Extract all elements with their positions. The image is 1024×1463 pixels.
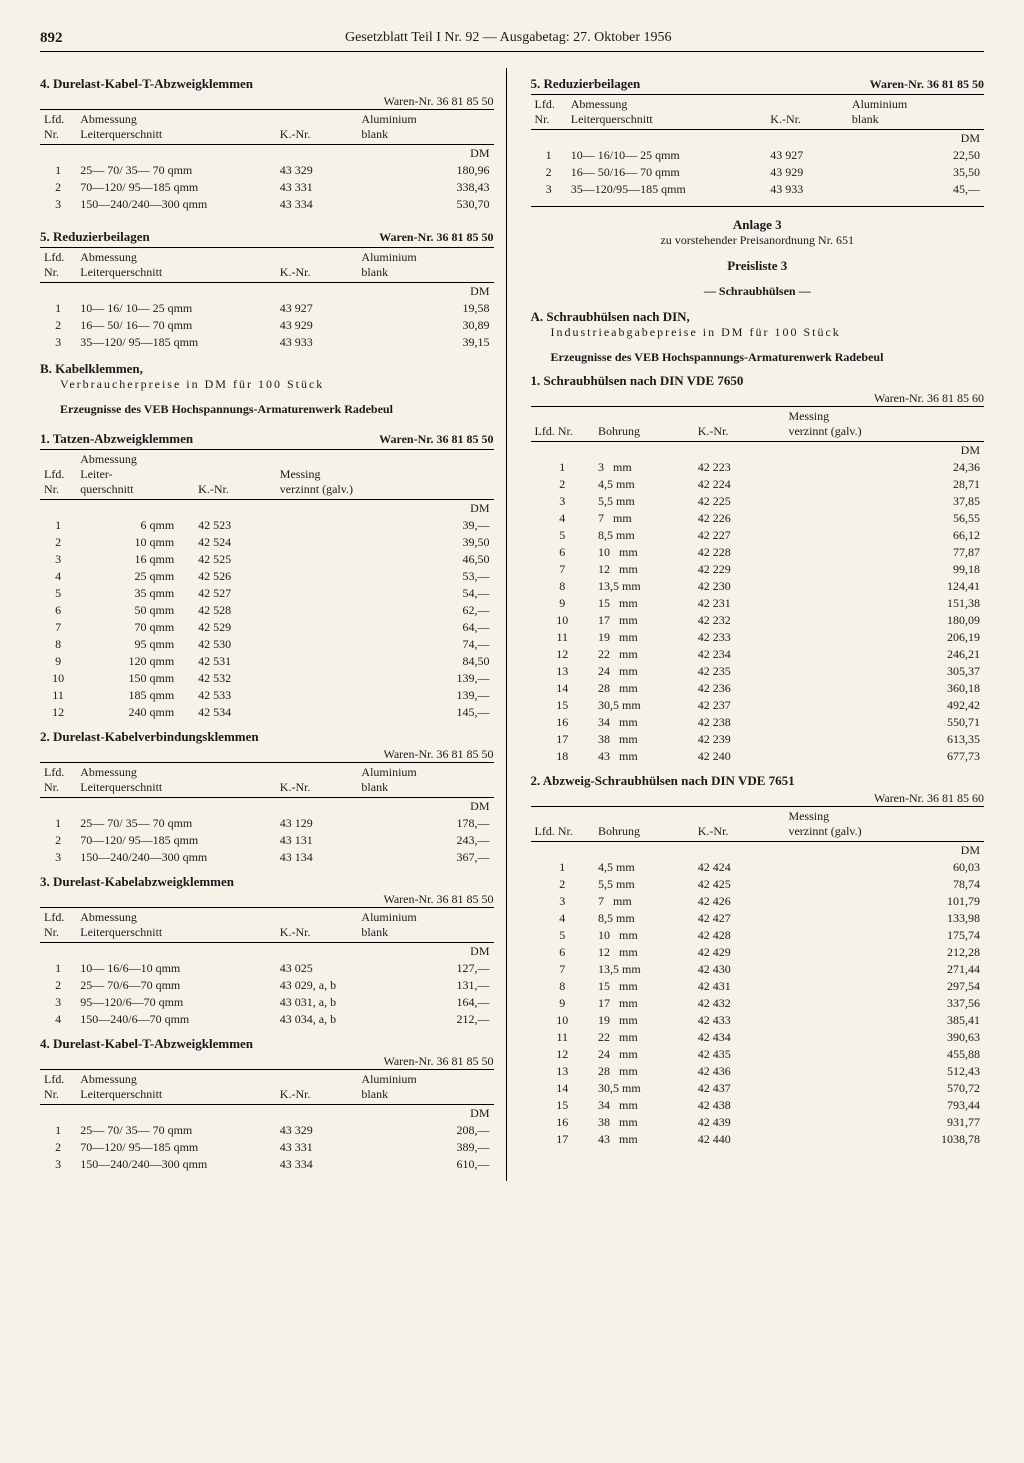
preisliste: Preisliste 3 — [531, 258, 985, 274]
anlage-sub: zu vorstehender Preisanordnung Nr. 651 — [531, 233, 985, 248]
page-number: 892 — [40, 30, 63, 47]
table-l5: Lfd.Nr.AbmessungLeiterquerschnittK.-Nr.A… — [40, 247, 494, 351]
left-column: 4. Durelast-Kabel-T-Abzweigklemmen Waren… — [40, 68, 507, 1181]
b-sub1: Verbraucherpreise in DM für 100 Stück — [60, 377, 494, 392]
table-a1: Lfd. Nr.BohrungK.-Nr.Messingverzinnt (ga… — [531, 406, 985, 765]
sec-a2-title: 2. Abzweig-Schraubhülsen nach DIN VDE 76… — [531, 773, 985, 789]
waren-a2: Waren-Nr. 36 81 85 60 — [531, 791, 985, 806]
table-b2: Lfd.Nr.AbmessungLeiterquerschnittK.-Nr.A… — [40, 762, 494, 866]
b-sub2: Erzeugnisse des VEB Hochspannungs-Armatu… — [60, 402, 494, 417]
page-header: 892 Gesetzblatt Teil I Nr. 92 — Ausgabet… — [40, 30, 984, 52]
a-head: A. Schraubhülsen nach DIN, — [531, 309, 985, 325]
waren-b4: Waren-Nr. 36 81 85 50 — [40, 1054, 494, 1069]
sec-b2-title: 2. Durelast-Kabelverbindungsklemmen — [40, 729, 494, 745]
table-l4: Lfd.Nr.AbmessungLeiterquerschnittK.-Nr.A… — [40, 109, 494, 213]
waren-b1: Waren-Nr. 36 81 85 50 — [379, 432, 493, 447]
sec-a1-title: 1. Schraubhülsen nach DIN VDE 7650 — [531, 373, 985, 389]
a-sub1: Industrieabgabepreise in DM für 100 Stüc… — [551, 325, 985, 340]
table-a2: Lfd. Nr.BohrungK.-Nr.Messingverzinnt (ga… — [531, 806, 985, 1148]
waren-b2: Waren-Nr. 36 81 85 50 — [40, 747, 494, 762]
right-column: 5. Reduzierbeilagen Waren-Nr. 36 81 85 5… — [531, 68, 985, 1181]
table-b1: Lfd.Nr.AbmessungLeiter-querschnittK.-Nr.… — [40, 449, 494, 721]
preisliste-sub: — Schraubhülsen — — [531, 284, 985, 299]
waren-r5: Waren-Nr. 36 81 85 50 — [870, 77, 984, 92]
page-title: Gesetzblatt Teil I Nr. 92 — Ausgabetag: … — [345, 30, 672, 47]
b-head: B. Kabelklemmen, — [40, 361, 494, 377]
sec-r5-title: 5. Reduzierbeilagen — [531, 76, 641, 92]
waren-b3: Waren-Nr. 36 81 85 50 — [40, 892, 494, 907]
table-b3: Lfd.Nr.AbmessungLeiterquerschnittK.-Nr.A… — [40, 907, 494, 1028]
a-sub2: Erzeugnisse des VEB Hochspannungs-Armatu… — [551, 350, 985, 365]
table-r5: Lfd.Nr.AbmessungLeiterquerschnittK.-Nr.A… — [531, 94, 985, 198]
table-b4: Lfd.Nr.AbmessungLeiterquerschnittK.-Nr.A… — [40, 1069, 494, 1173]
waren-l4: Waren-Nr. 36 81 85 50 — [40, 94, 494, 109]
sec-b1-title: 1. Tatzen-Abzweigklemmen — [40, 431, 193, 447]
sec-l5-title: 5. Reduzierbeilagen — [40, 229, 150, 245]
waren-l5: Waren-Nr. 36 81 85 50 — [379, 230, 493, 245]
sec-l4-title: 4. Durelast-Kabel-T-Abzweigklemmen — [40, 76, 494, 92]
waren-a1: Waren-Nr. 36 81 85 60 — [531, 391, 985, 406]
sec-b4-title: 4. Durelast-Kabel-T-Abzweigklemmen — [40, 1036, 494, 1052]
anlage: Anlage 3 — [531, 217, 985, 233]
sec-b3-title: 3. Durelast-Kabelabzweigklemmen — [40, 874, 494, 890]
